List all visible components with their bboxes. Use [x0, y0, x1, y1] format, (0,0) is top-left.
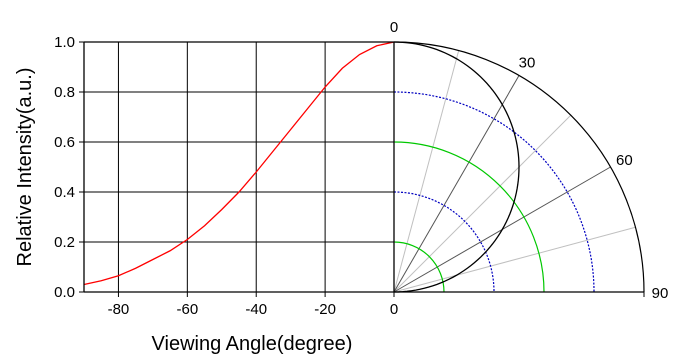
polar-minor-spoke [393, 50, 460, 293]
polar-angle-label: 0 [390, 19, 398, 36]
x-tick-label: -40 [245, 301, 267, 318]
y-tick-label: 0.4 [54, 184, 75, 201]
polar-outer-arc [393, 41, 645, 293]
axes [79, 41, 645, 297]
x-tick-label: -20 [314, 301, 336, 318]
x-tick-label: -80 [108, 301, 130, 318]
polar-ring [393, 241, 445, 293]
polar-angle-label: 90 [652, 285, 669, 302]
x-axis-label: Viewing Angle(degree) [152, 333, 353, 355]
y-tick-label: 1.0 [54, 34, 75, 51]
polar-pattern-curve [393, 41, 520, 293]
series-line [83, 41, 395, 286]
polar-ring [393, 191, 495, 293]
y-tick-label: 0.8 [54, 84, 75, 101]
y-axis-label: Relative Intensity(a.u.) [14, 68, 36, 267]
polar-minor-spoke [393, 226, 636, 293]
polar-minor-spoke [393, 114, 572, 293]
y-tick-label: 0.0 [54, 284, 75, 301]
polar-plot [393, 41, 645, 293]
y-tick-label: 0.2 [54, 234, 75, 251]
series-layer [83, 41, 395, 286]
x-tick-label: 0 [390, 301, 398, 318]
tick-labels: -80 -60 -40 -20 0 0.0 0.2 0.4 0.6 0.8 1.0 0 30 60 90 [54, 19, 668, 318]
polar-angle-label: 60 [616, 152, 633, 169]
polar-angle-label: 30 [519, 55, 536, 72]
polar-ring [393, 141, 545, 293]
y-tick-label: 0.6 [54, 134, 75, 151]
x-tick-label: -60 [176, 301, 198, 318]
polar-major-spoke [393, 75, 520, 293]
chart-grid [84, 41, 395, 293]
